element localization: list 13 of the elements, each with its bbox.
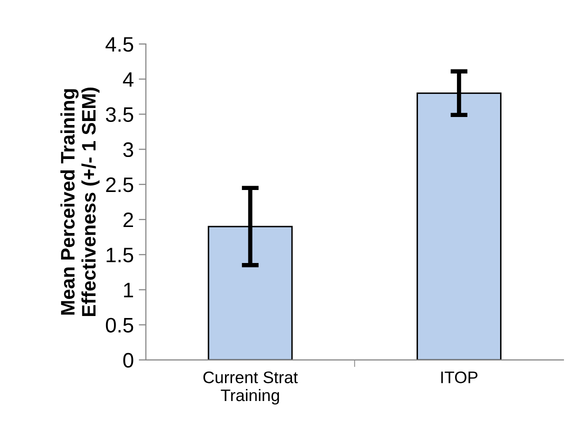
x-tick-label: Current Strat Training [203, 371, 298, 405]
y-tick-label: 0.5 [106, 318, 134, 333]
y-tick-label: 0 [123, 352, 134, 368]
y-tick-label: 1.5 [106, 248, 134, 262]
y-tick-label: 4 [122, 72, 134, 87]
y-tick-label: 3.5 [106, 107, 134, 122]
y-tick-label: 3 [123, 142, 134, 158]
y-axis-title: Mean Perceived Training Effectiveness (+/- 1 SEM) [60, 88, 100, 316]
y-tick-label: 2 [124, 212, 134, 228]
y-tick-label: 1 [124, 282, 134, 298]
y-tick-label: 2.5 [106, 177, 134, 192]
y-tick-label: 4.5 [106, 37, 134, 52]
x-tick-label: ITOP [441, 371, 478, 384]
